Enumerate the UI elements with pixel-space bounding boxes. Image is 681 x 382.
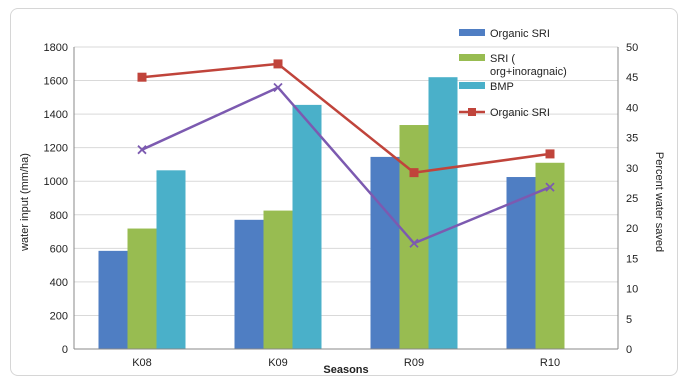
- bar: [535, 162, 565, 349]
- legend-swatch: [459, 54, 485, 61]
- legend: Organic SRI SRI (org+inoragnaic) BMP Organi…: [459, 28, 567, 119]
- x-tick-label: R10: [540, 357, 560, 369]
- y-tick-label: 200: [50, 310, 68, 322]
- y2-tick-label: 30: [626, 163, 638, 175]
- y-tick-label: 0: [62, 344, 68, 356]
- y-tick-label: 600: [50, 243, 68, 255]
- bar: [156, 170, 186, 349]
- chart-frame: 0 200 400 600 800 1000 1200 1400 1600 1800 0 5 10 15 2…: [10, 8, 678, 376]
- y2-tick-label: 0: [626, 344, 632, 356]
- line-point-marker: [273, 82, 283, 93]
- bar: [127, 228, 157, 349]
- bar: [234, 219, 264, 349]
- y2-axis-title: Percent water saved: [653, 152, 665, 252]
- line-point-marker: [409, 168, 419, 178]
- bar: [428, 77, 458, 349]
- series-line: [141, 85, 551, 245]
- y-tick-label: 1800: [44, 42, 68, 54]
- series-line: [141, 62, 551, 174]
- y2-tick-label: 50: [626, 42, 638, 54]
- y2-tick-label: 35: [626, 133, 638, 145]
- y-axis-title: water input (mm/ha): [19, 153, 31, 252]
- line-point-marker: [137, 72, 147, 82]
- line-point-marker: [545, 182, 555, 192]
- line-point-marker: [409, 238, 419, 248]
- legend-marker: [468, 108, 476, 116]
- x-tick-label: K08: [132, 357, 152, 369]
- y-tick-label: 400: [50, 277, 68, 289]
- y2-tick-label: 40: [626, 102, 638, 114]
- legend-label: Organic SRI: [490, 107, 550, 119]
- y-tick-label: 1400: [44, 109, 68, 121]
- y2-tick-label: 20: [626, 223, 638, 235]
- y-tick-label: 1200: [44, 143, 68, 155]
- legend-label: SRI (org+inoragnaic): [490, 53, 567, 78]
- y2-tick-label: 10: [626, 284, 638, 296]
- bar: [292, 104, 322, 349]
- y-tick-label: 1000: [44, 176, 68, 188]
- bar: [263, 210, 293, 349]
- bars: [98, 77, 565, 350]
- y-tick-label: 800: [50, 210, 68, 222]
- chart: 0 200 400 600 800 1000 1200 1400 1600 1800 0 5 10 15 2…: [19, 28, 665, 376]
- bar: [399, 125, 429, 350]
- line-point-marker: [137, 145, 147, 155]
- line-point-marker: [545, 149, 555, 159]
- y2-tick-label: 25: [626, 193, 638, 205]
- bar: [506, 177, 536, 349]
- legend-swatch: [459, 82, 485, 89]
- y2-tick-label: 5: [626, 314, 632, 326]
- x-tick-label: R09: [404, 357, 424, 369]
- bar: [370, 156, 400, 349]
- legend-label: BMP: [490, 81, 514, 93]
- x-tick-label: K09: [268, 357, 288, 369]
- line-point-marker: [273, 59, 283, 69]
- legend-swatch: [459, 29, 485, 36]
- lines: [137, 59, 555, 248]
- bar: [98, 250, 128, 349]
- y2-tick-label: 15: [626, 253, 638, 265]
- y-tick-label: 1600: [44, 76, 68, 88]
- x-axis-title: Seasons: [323, 364, 368, 376]
- y2-tick-label: 45: [626, 72, 638, 84]
- axes: 0 200 400 600 800 1000 1200 1400 1600 1800 0 5 10 15 2…: [44, 42, 639, 369]
- legend-label: Organic SRI: [490, 28, 550, 40]
